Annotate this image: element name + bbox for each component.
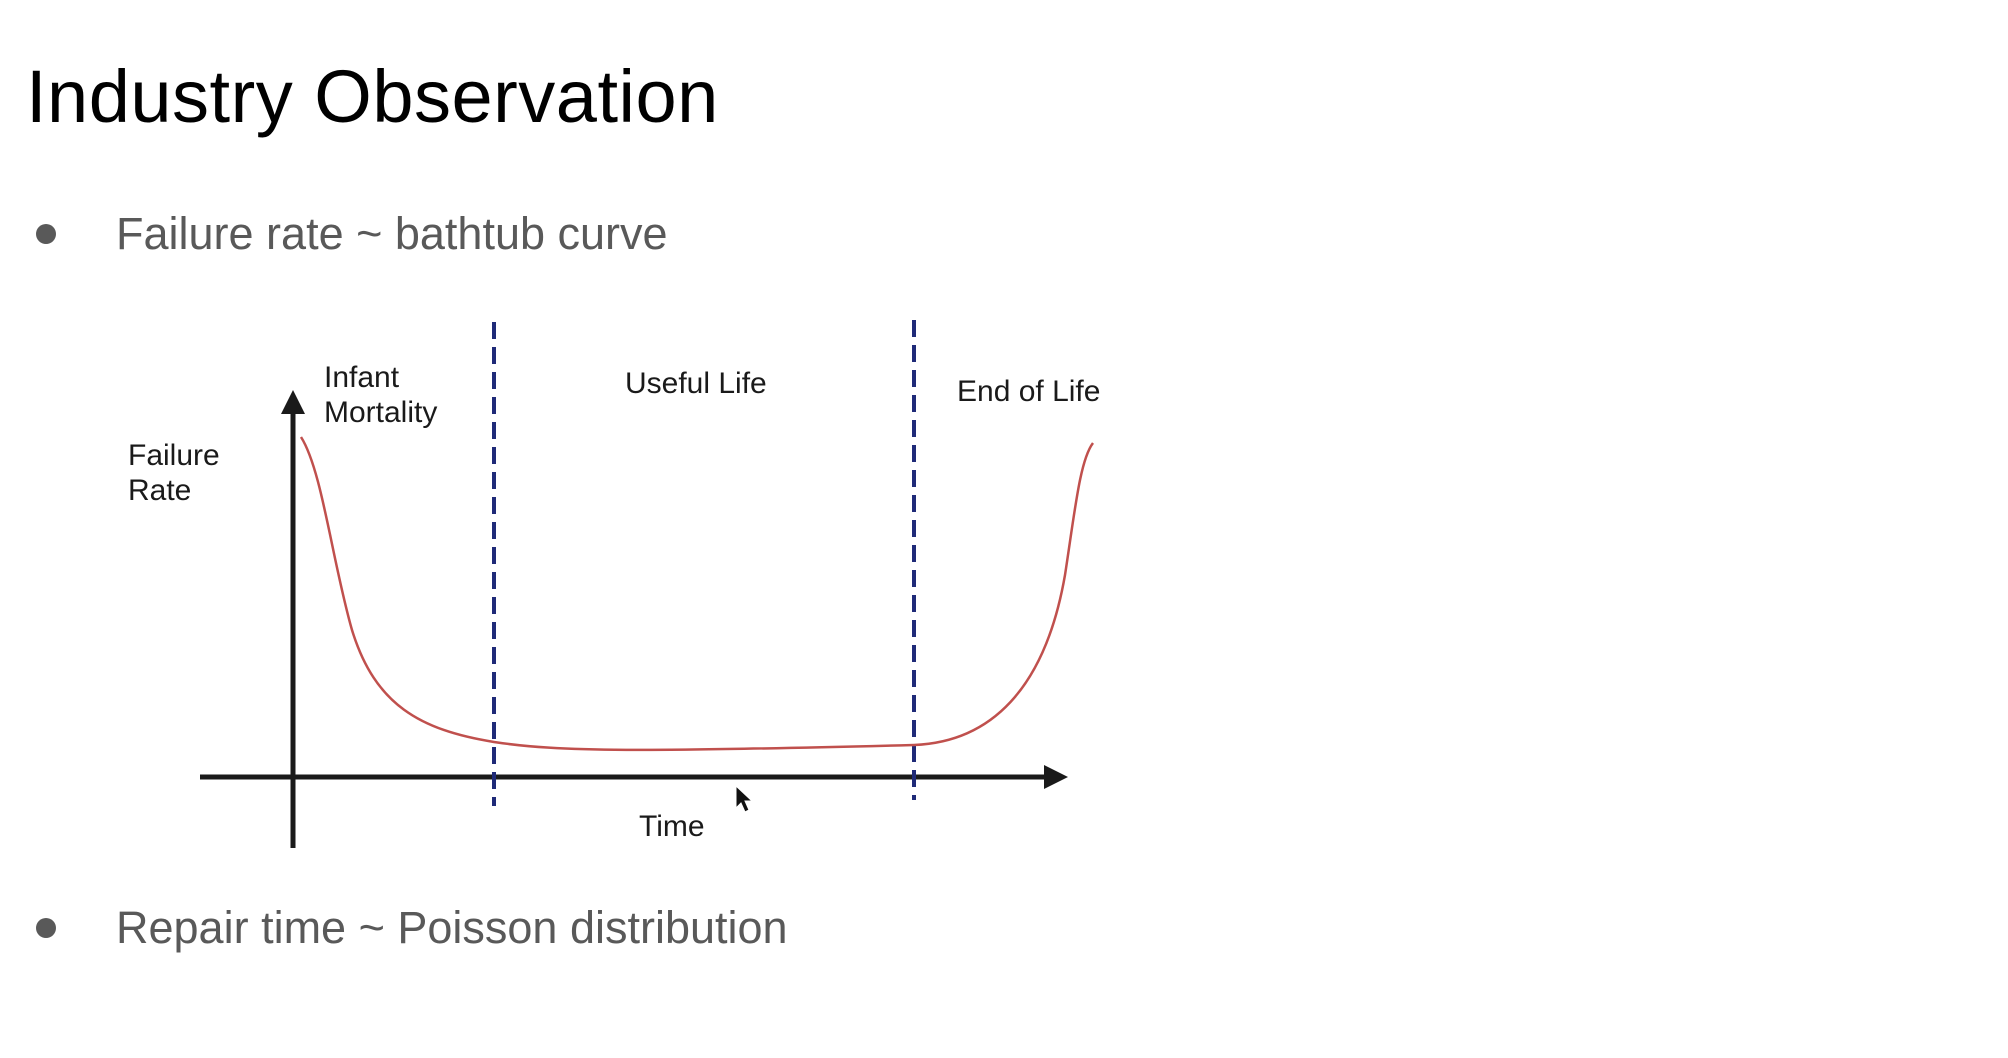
bathtub-curve — [299, 436, 1095, 752]
x-axis-label: Time — [639, 810, 705, 843]
bullet-failure-rate: Failure rate ~ bathtub curve — [36, 208, 668, 260]
x-axis-arrowhead — [1044, 765, 1068, 789]
y-axis-label-line1: Failure — [128, 439, 220, 472]
slide-title: Industry Observation — [26, 55, 719, 138]
bullet-text: Repair time ~ Poisson distribution — [116, 902, 788, 953]
y-axis-label-line2: Rate — [128, 474, 191, 507]
mouse-cursor-icon — [735, 784, 754, 813]
bullet-dot — [36, 918, 56, 938]
bullet-text: Failure rate ~ bathtub curve — [116, 208, 668, 259]
y-axis-arrowhead — [281, 390, 305, 414]
end-of-life-label: End of Life — [957, 375, 1100, 408]
infant-mortality-label-line2: Mortality — [324, 396, 437, 429]
useful-life-label: Useful Life — [625, 367, 767, 400]
bullet-repair-time: Repair time ~ Poisson distribution — [36, 902, 788, 954]
infant-mortality-label-line1: Infant — [324, 361, 400, 394]
bullet-dot — [36, 224, 56, 244]
